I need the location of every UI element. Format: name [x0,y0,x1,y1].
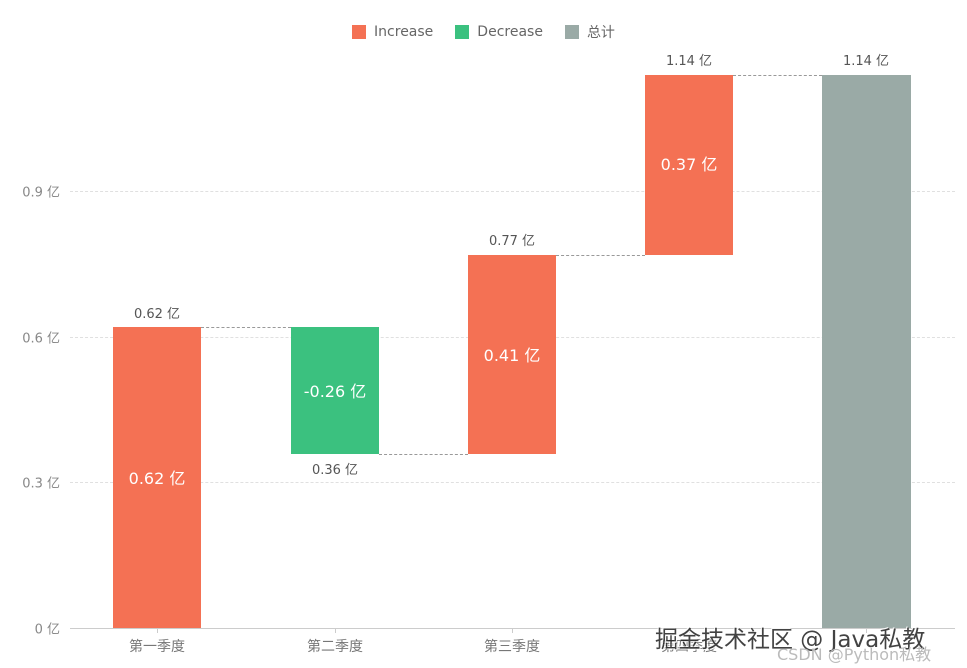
bar-total-label: 0.62 亿 [133,307,181,322]
bar-total-label: 1.14 亿 [665,54,713,69]
y-tick: 0.3 亿 [22,476,60,492]
decrease-swatch-icon [455,25,470,39]
bar-value-label: 0.37 亿 [660,155,718,174]
watermark-csdn: CSDN @Python私教 [777,645,932,664]
x-tick [866,628,867,633]
legend-label: Increase [374,24,434,40]
total-swatch-icon [564,25,579,39]
bar-total-label: 0.77 亿 [488,234,536,249]
watermark-juejin: 掘金技术社区 @ Java私教 [655,627,926,653]
legend-item-increase[interactable]: Increase [352,22,433,42]
x-label: 第四季度 [661,639,717,655]
connector-line [379,454,468,455]
y-tick: 0 亿 [34,622,60,638]
bar-q4[interactable] [645,75,733,255]
legend-label: Decrease [477,24,543,40]
connector-line [201,327,291,328]
legend: Increase Decrease 总计 [0,22,967,42]
increase-swatch-icon [352,25,367,39]
x-tick [512,628,513,633]
bar-value-label: -0.26 亿 [303,382,367,401]
bar-value-label: 0.62 亿 [128,469,186,488]
connector-line [556,255,645,256]
x-tick [335,628,336,633]
x-tick [157,628,158,633]
x-label: 第二季度 [307,639,363,655]
x-label: 第一季度 [129,639,185,655]
bar-q2[interactable] [291,327,379,454]
legend-item-total[interactable]: 总计 [564,22,615,42]
bar-value-label: 0.41 亿 [483,346,541,365]
legend-label: 总计 [586,25,615,41]
bar-q1[interactable] [113,327,201,628]
bar-total-label: 1.14 亿 [842,54,890,69]
gridline [70,482,955,483]
y-tick: 0.9 亿 [22,185,60,201]
connector-line [733,75,822,76]
bar-total-label: 0.36 亿 [311,463,359,478]
bar-total[interactable] [822,75,911,628]
x-label: 第三季度 [484,639,540,655]
y-tick: 0.6 亿 [22,331,60,347]
legend-item-decrease[interactable]: Decrease [455,22,543,42]
bar-q3[interactable] [468,255,556,454]
gridline [70,191,955,192]
x-tick [689,628,690,633]
